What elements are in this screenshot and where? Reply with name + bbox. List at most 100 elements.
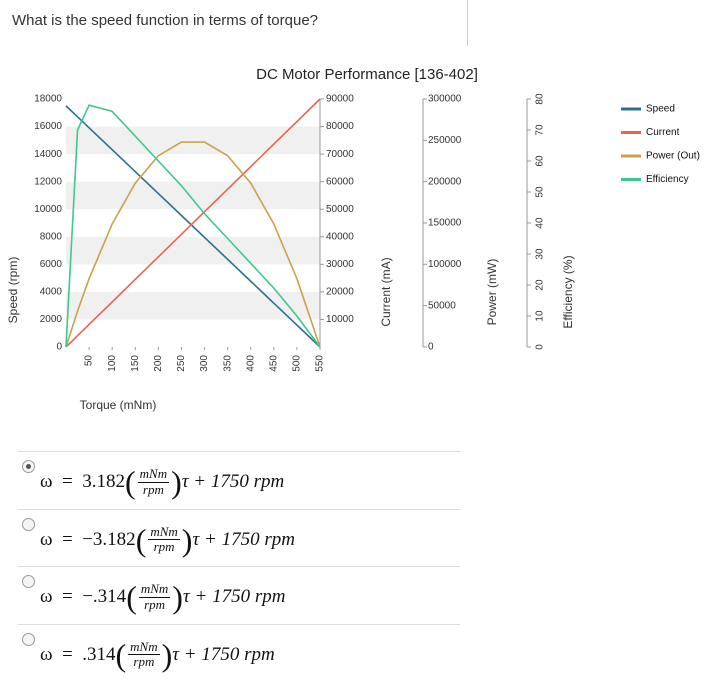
formula: ω = −.314 (mNm rpm) τ + 1750 rpm bbox=[40, 581, 285, 613]
tick-label: 90000 bbox=[326, 94, 354, 105]
tick-label: 0 bbox=[535, 344, 546, 350]
option[interactable]: ω = .314 (mNm rpm) τ + 1750 rpm bbox=[18, 623, 460, 682]
denominator: rpm bbox=[144, 596, 166, 612]
paren: ) bbox=[161, 636, 173, 673]
denominator: rpm bbox=[142, 481, 164, 497]
x-tick-label: 150 bbox=[130, 355, 141, 372]
tick-label: 70000 bbox=[326, 149, 354, 160]
x-tick-label: 450 bbox=[268, 355, 279, 372]
lhs: ω = −3.182 bbox=[40, 528, 136, 550]
grid-band bbox=[66, 236, 320, 265]
denominator: rpm bbox=[133, 654, 155, 669]
tick-label: 14000 bbox=[34, 149, 62, 160]
tick-label: 50 bbox=[535, 186, 546, 198]
legend-label: Speed bbox=[646, 104, 675, 115]
series-line bbox=[65, 98, 321, 348]
y3-axis-label: Power (mW) bbox=[485, 259, 499, 326]
question: What is the speed function in terms of t… bbox=[12, 12, 318, 29]
x-tick-label: 300 bbox=[199, 355, 210, 372]
lhs: ω = 3.182 bbox=[40, 471, 125, 492]
x-tick-label: 350 bbox=[222, 355, 233, 372]
option[interactable]: ω = −.314 (mNm rpm) τ + 1750 rpm bbox=[18, 566, 460, 624]
tick-label: 0 bbox=[56, 342, 62, 353]
series-line bbox=[65, 104, 321, 348]
tick-label: 20000 bbox=[326, 287, 354, 298]
paren: ( bbox=[115, 636, 127, 673]
fraction: mNm rpm bbox=[138, 581, 171, 612]
legend-label: Current bbox=[646, 127, 680, 138]
rhs: τ + 1750 rpm bbox=[172, 643, 275, 665]
formula: ω = 3.182 (mNm rpm) τ + 1750 rpm bbox=[40, 466, 284, 498]
option[interactable]: ω = −3.182 (mNm rpm) τ + 1750 rpm bbox=[18, 508, 460, 567]
formula: ω = .314 (mNm rpm) τ + 1750 rpm bbox=[40, 639, 275, 671]
x-tick-label: 400 bbox=[245, 355, 256, 372]
numerator: mNm bbox=[128, 638, 160, 655]
lhs: ω = .314 bbox=[40, 643, 116, 665]
rhs: τ + 1750 rpm bbox=[181, 471, 285, 492]
legend-label: Efficiency bbox=[646, 174, 689, 185]
tick-label: 8000 bbox=[40, 231, 63, 242]
radio[interactable] bbox=[22, 460, 35, 473]
y4-axis-label: Efficiency (%) bbox=[561, 255, 575, 328]
rhs: τ + 1750 rpm bbox=[192, 528, 295, 550]
tick-label: 60 bbox=[535, 155, 546, 167]
tick-label: 4000 bbox=[40, 287, 63, 298]
tick-label: 10000 bbox=[326, 314, 354, 325]
fraction: mNm rpm bbox=[137, 466, 170, 497]
fraction: mNm rpm bbox=[148, 523, 180, 555]
grid-band bbox=[66, 181, 320, 210]
y2-axis-label: Current (mA) bbox=[379, 257, 393, 326]
x-tick-label: 550 bbox=[315, 355, 326, 372]
radio[interactable] bbox=[22, 517, 35, 531]
tick-label: 2000 bbox=[40, 314, 63, 325]
tick-label: 50000 bbox=[326, 204, 354, 215]
x-tick-label: 100 bbox=[107, 355, 118, 372]
series-line bbox=[65, 105, 321, 348]
option[interactable]: ω = 3.182 (mNm rpm) τ + 1750 rpm bbox=[18, 451, 460, 509]
paren: ( bbox=[126, 579, 137, 615]
x-tick-label: 200 bbox=[153, 355, 164, 372]
legend-label: Power (Out) bbox=[646, 151, 700, 162]
x-tick-label: 50 bbox=[84, 355, 95, 367]
x-axis-label: Torque (mNm) bbox=[80, 398, 157, 412]
grid-band bbox=[66, 291, 320, 320]
numerator: mNm bbox=[138, 581, 171, 598]
paren: ( bbox=[135, 521, 147, 558]
rhs: τ + 1750 rpm bbox=[182, 586, 286, 607]
separator bbox=[467, 0, 468, 46]
x-tick-label: 250 bbox=[176, 355, 187, 372]
y-axis-label: Speed (rpm) bbox=[6, 257, 20, 324]
tick-label: 6000 bbox=[40, 259, 63, 270]
chart-title: DC Motor Performance [136-402] bbox=[256, 66, 478, 83]
numerator: mNm bbox=[148, 523, 180, 540]
tick-label: 60000 bbox=[326, 176, 354, 187]
tick-label: 0 bbox=[428, 342, 434, 353]
paren: ) bbox=[171, 464, 182, 500]
tick-label: 16000 bbox=[34, 121, 62, 132]
tick-label: 30 bbox=[535, 248, 546, 260]
tick-label: 150000 bbox=[428, 218, 462, 229]
tick-label: 10000 bbox=[34, 204, 62, 215]
formula: ω = −3.182 (mNm rpm) τ + 1750 rpm bbox=[40, 524, 295, 556]
fraction: mNm rpm bbox=[128, 638, 160, 670]
radio[interactable] bbox=[22, 575, 35, 588]
denominator: rpm bbox=[153, 539, 175, 554]
tick-label: 70 bbox=[535, 124, 546, 136]
numerator: mNm bbox=[137, 466, 170, 483]
paren: ) bbox=[172, 579, 183, 615]
series-line bbox=[65, 141, 321, 348]
chart: DC Motor Performance [136-402] Torque (m… bbox=[6, 66, 700, 412]
tick-label: 10 bbox=[535, 310, 546, 322]
tick-label: 300000 bbox=[428, 94, 462, 105]
paren: ) bbox=[181, 521, 193, 558]
radio[interactable] bbox=[22, 632, 35, 646]
tick-label: 80000 bbox=[326, 121, 354, 132]
tick-label: 40 bbox=[535, 217, 546, 229]
tick-label: 18000 bbox=[34, 94, 62, 105]
tick-label: 200000 bbox=[428, 176, 462, 187]
tick-label: 50000 bbox=[428, 300, 456, 311]
x-tick-label: 500 bbox=[292, 355, 303, 372]
tick-label: 30000 bbox=[326, 259, 354, 270]
tick-label: 100000 bbox=[428, 259, 462, 270]
